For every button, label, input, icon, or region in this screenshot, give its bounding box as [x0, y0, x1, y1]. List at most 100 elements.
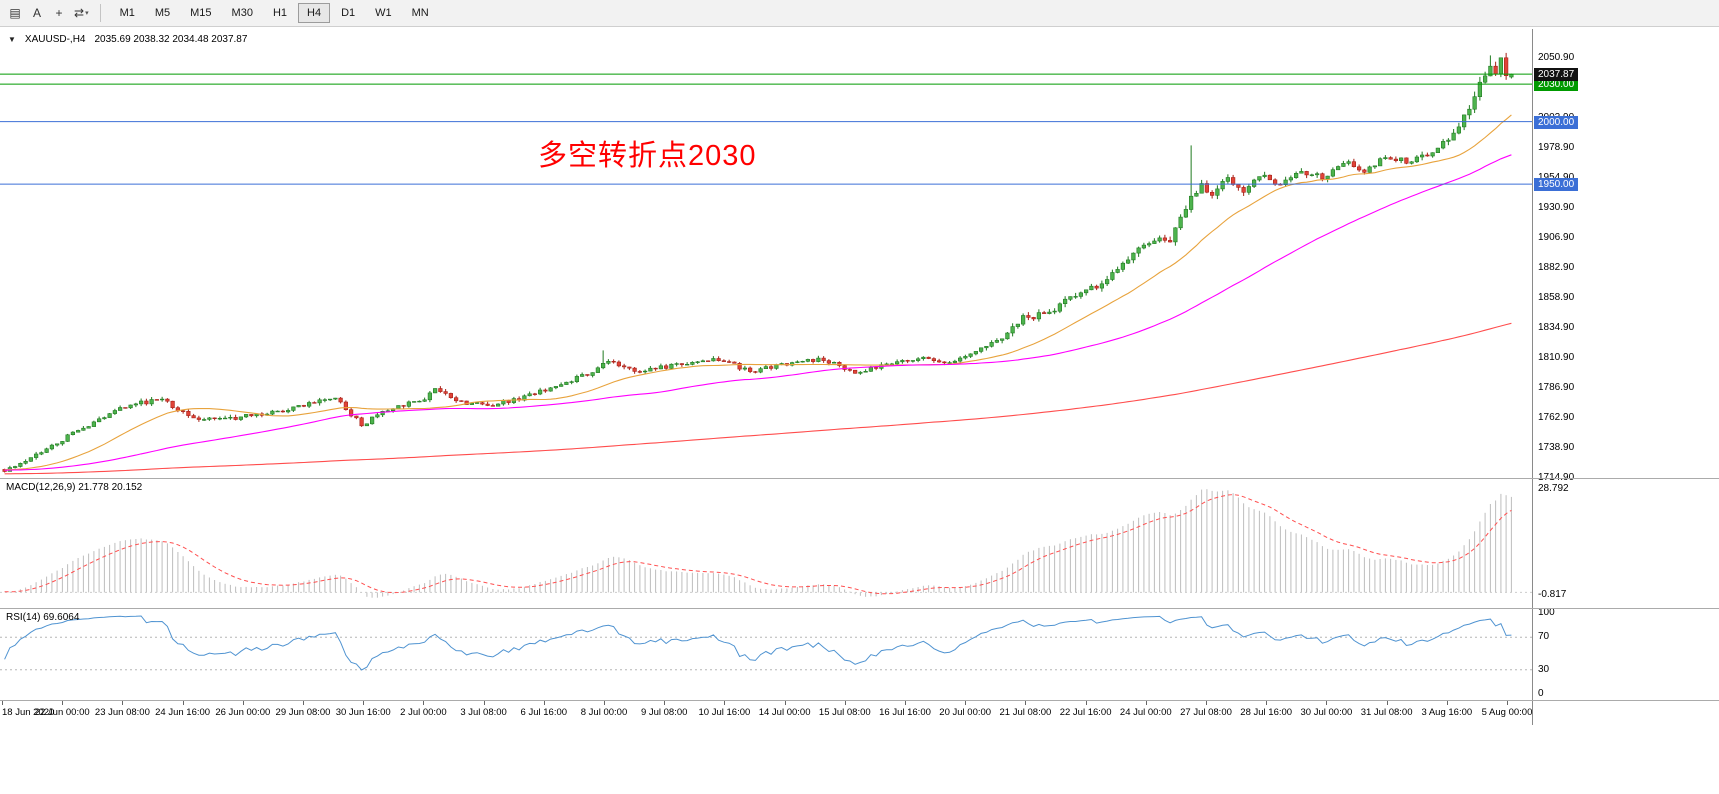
price-scale-label: 1714.90	[1538, 472, 1574, 484]
time-tick	[784, 701, 786, 705]
window-bottom-space	[0, 725, 1719, 794]
time-tick	[242, 701, 244, 705]
symbol-label: XAUUSD-,H4	[24, 34, 86, 45]
top-toolbar: ▤ A + ⇄ ▾ M1 M5 M15 M30 H1 H4 D1 W1 MN	[0, 0, 1719, 27]
timeframe-h1[interactable]: H1	[272, 6, 288, 19]
rsi-scale-label: 0	[1538, 688, 1544, 699]
time-scale-label: 3 Aug 16:00	[1421, 707, 1473, 718]
timeframe-mn[interactable]: MN	[411, 6, 429, 19]
time-scale-label: 21 Jul 08:00	[999, 707, 1052, 718]
time-tick	[1507, 701, 1508, 705]
cycle-symbols-icon[interactable]: ⇄ ▾	[74, 6, 89, 20]
time-tick	[604, 701, 605, 705]
time-tick	[1386, 701, 1388, 705]
macd-signal-line	[4, 494, 1512, 595]
chart-annotation-text[interactable]: 多空转折点2030	[538, 140, 757, 172]
moving-average-280	[4, 322, 1512, 475]
time-scale-label: 31 Jul 08:00	[1360, 707, 1413, 718]
price-scale-label: 1954.90	[1538, 172, 1574, 184]
pane-divider[interactable]	[0, 608, 1719, 609]
time-tick	[1085, 701, 1087, 705]
time-tick	[1206, 701, 1207, 705]
time-scale-label: 18 Jun 2020	[2, 707, 55, 718]
rsi-line	[4, 615, 1512, 671]
rsi-chart-svg	[0, 615, 1532, 671]
time-tick	[905, 701, 906, 705]
time-tick	[2, 701, 3, 705]
time-scale-label: 28 Jul 16:00	[1240, 707, 1293, 718]
time-tick	[122, 701, 124, 705]
timeframe-w1[interactable]: W1	[375, 6, 392, 19]
rsi-scale-label: 70	[1538, 631, 1550, 643]
time-scale-label: 26 Jun 00:00	[215, 707, 271, 718]
time-tick	[483, 701, 485, 705]
time-tick	[423, 701, 425, 705]
time-tick	[543, 701, 545, 705]
time-tick	[303, 701, 304, 705]
time-tick	[62, 701, 64, 705]
time-scale-label: 15 Jul 08:00	[818, 707, 871, 718]
time-scale-label: 24 Jul 00:00	[1119, 707, 1172, 718]
text-annotation-icon[interactable]: A	[32, 6, 41, 20]
time-tick	[1446, 701, 1448, 705]
time-scale-label: 27 Jul 08:00	[1180, 707, 1232, 718]
price-scale[interactable]: 2050.902026.902002.901978.901954.901930.…	[1532, 29, 1719, 725]
rsi-label: RSI(14) 69.6064	[6, 612, 80, 623]
price-scale-label: 1882.90	[1538, 262, 1575, 273]
drawing-tools-group: ▤ A + ⇄ ▾	[4, 3, 93, 23]
price-scale-label: 2050.90	[1538, 52, 1575, 63]
time-scale-label: 29 Jun 08:00	[275, 707, 331, 718]
time-tick	[363, 701, 365, 705]
macd-label: MACD(12,26,9) 21.778 20.152	[6, 482, 143, 493]
dropdown-caret-icon[interactable]: ▾	[85, 10, 89, 17]
time-scale-label: 3 Jul 08:00	[460, 707, 507, 718]
crosshair-icon[interactable]: +	[55, 6, 63, 20]
pane-divider[interactable]	[0, 478, 1719, 479]
time-tick	[1326, 701, 1328, 705]
price-scale-label: 1762.90	[1538, 412, 1575, 423]
price-scale-label: 1906.90	[1538, 232, 1575, 243]
time-tick	[844, 701, 846, 705]
time-tick	[965, 701, 967, 705]
price-scale-label: 1834.90	[1538, 322, 1575, 333]
time-scale-label: 6 Jul 16:00	[520, 707, 568, 718]
time-scale-label: 14 Jul 00:00	[758, 707, 811, 718]
timeframe-m1[interactable]: M1	[119, 6, 135, 19]
time-scale-label: 5 Aug 00:00	[1481, 707, 1533, 718]
time-scale-label: 8 Jul 00:00	[580, 707, 628, 718]
rsi-pane[interactable]: RSI(14) 69.6064	[0, 609, 1532, 700]
time-scale-label: 22 Jul 16:00	[1059, 707, 1112, 718]
chart-window-icon[interactable]: ▤	[9, 6, 21, 20]
price-level-badge: 2030.00	[1534, 78, 1579, 92]
price-chart-pane[interactable]: ▼ XAUUSD-,H4 2035.69 2038.32 2034.48 203…	[0, 30, 1532, 478]
pane-divider	[0, 700, 1719, 701]
time-tick	[1145, 701, 1147, 705]
timeframe-m15[interactable]: M15	[190, 6, 212, 19]
candlestick-chart-svg	[0, 52, 1532, 475]
timeframe-h4[interactable]: H4	[298, 2, 331, 24]
collapse-icon[interactable]: ▼	[8, 35, 16, 44]
time-scale-label: 9 Jul 08:00	[640, 707, 688, 718]
timeframe-toolbar: M1 M5 M15 M30 H1 H4 D1 W1 MN	[110, 2, 439, 24]
time-scale-label: 22 Jun 00:00	[34, 707, 90, 718]
time-scale-label: 23 Jun 08:00	[94, 707, 150, 718]
toolbar-separator	[99, 4, 101, 22]
price-scale-label: 1930.90	[1538, 202, 1575, 213]
timeframe-m30[interactable]: M30	[231, 6, 253, 19]
rsi-scale-label: 100	[1538, 607, 1555, 618]
price-scale-label: 1858.90	[1538, 292, 1575, 303]
time-scale-label: 30 Jun 16:00	[335, 707, 391, 718]
macd-pane[interactable]: MACD(12,26,9) 21.778 20.152	[0, 479, 1532, 607]
time-scale-label: 30 Jul 00:00	[1300, 707, 1353, 718]
timeframe-d1[interactable]: D1	[341, 6, 356, 19]
chart-header: ▼ XAUUSD-,H4 2035.69 2038.32 2034.48 203…	[8, 34, 247, 45]
time-scale-label: 10 Jul 16:00	[698, 707, 751, 718]
timeframe-m5[interactable]: M5	[154, 6, 171, 19]
time-scale-label: 24 Jun 16:00	[155, 707, 211, 718]
time-scale-label: 16 Jul 16:00	[879, 707, 931, 718]
time-tick	[664, 701, 666, 705]
time-scale[interactable]: 18 Jun 2020 22 Jun 00:00 23 Jun 08:00 24 Ju…	[0, 701, 1532, 725]
time-tick	[1266, 701, 1268, 705]
time-tick	[1025, 701, 1027, 705]
price-scale-label: 1786.90	[1538, 382, 1575, 393]
